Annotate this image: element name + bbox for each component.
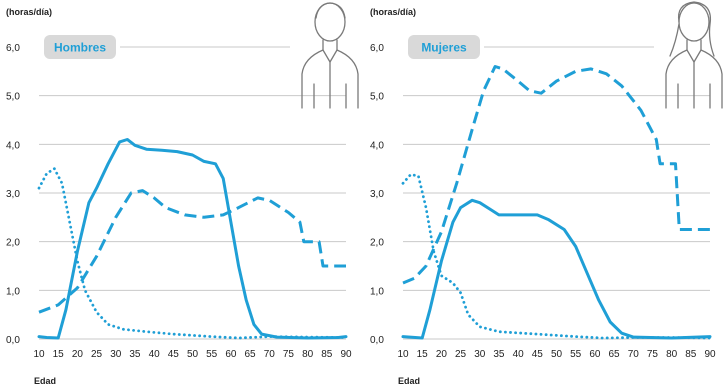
y-tick-label: 3,0	[370, 189, 384, 200]
y-tick-label: 0,0	[370, 335, 384, 346]
icon-neck	[322, 39, 338, 51]
series-line-solid	[401, 198, 712, 340]
series-line-solid	[37, 138, 348, 340]
title-badge	[408, 35, 480, 59]
x-tick-label: 25	[455, 349, 467, 360]
x-tick-label: 60	[589, 349, 601, 360]
x-tick-label: 55	[206, 349, 218, 360]
y-unit-label: (horas/día)	[6, 7, 52, 17]
y-tick-label: 5,0	[6, 92, 20, 103]
icon-neck	[686, 39, 702, 51]
x-tick-label: 80	[666, 349, 678, 360]
x-tick-label: 20	[72, 349, 84, 360]
icon-hair	[315, 2, 346, 19]
x-axis-label: Edad	[34, 376, 56, 386]
y-tick-label: 4,0	[370, 140, 384, 151]
y-tick-label: 5,0	[370, 92, 384, 103]
x-tick-label: 65	[245, 349, 257, 360]
x-tick-label: 30	[110, 349, 122, 360]
series-line-dashed	[38, 189, 346, 314]
y-tick-label: 1,0	[370, 286, 384, 297]
chart-title: Mujeres	[421, 41, 467, 55]
x-tick-label: 70	[264, 349, 276, 360]
man-icon	[301, 2, 359, 109]
x-tick-label: 75	[647, 349, 659, 360]
x-tick-label: 20	[436, 349, 448, 360]
woman-icon	[665, 1, 723, 109]
y-tick-label: 3,0	[6, 189, 20, 200]
x-tick-label: 75	[283, 349, 295, 360]
x-tick-label: 35	[493, 349, 505, 360]
chart-panel-hombres: (horas/día) 0,0 1,0 2,0 3,0 4,0 5,0 6,0 Hombres 1…	[0, 0, 363, 392]
icon-hair	[677, 1, 715, 57]
series-line-dotted	[37, 167, 348, 340]
title-badge	[44, 35, 116, 59]
x-tick-label: 50	[551, 349, 563, 360]
x-tick-label: 90	[704, 349, 716, 360]
x-tick-label: 60	[225, 349, 237, 360]
icon-detail	[677, 61, 711, 109]
x-tick-label: 15	[53, 349, 65, 360]
x-tick-label: 45	[532, 349, 544, 360]
icon-detail	[313, 61, 347, 109]
icon-hair	[669, 23, 680, 57]
icon-head	[678, 2, 710, 42]
x-tick-label: 85	[321, 349, 333, 360]
x-tick-label: 10	[33, 349, 45, 360]
series-line-dashed	[402, 65, 710, 285]
x-tick-label: 80	[302, 349, 314, 360]
y-tick-label: 6,0	[6, 43, 20, 54]
x-tick-label: 40	[513, 349, 525, 360]
y-tick-label: 2,0	[6, 238, 20, 249]
x-tick-label: 10	[397, 349, 409, 360]
y-tick-label: 2,0	[370, 238, 384, 249]
x-tick-label: 45	[168, 349, 180, 360]
x-tick-label: 40	[149, 349, 161, 360]
x-tick-label: 65	[609, 349, 621, 360]
series-line-dotted	[401, 173, 712, 340]
x-axis-label: Edad	[398, 376, 420, 386]
y-tick-label: 1,0	[6, 286, 20, 297]
x-tick-label: 30	[474, 349, 486, 360]
x-tick-label: 25	[91, 349, 103, 360]
line-chart-hombres: (horas/día) 0,0 1,0 2,0 3,0 4,0 5,0 6,0 Hombres 1…	[6, 2, 359, 386]
line-chart-mujeres: (horas/día) 0,0 1,0 2,0 3,0 4,0 5,0 6,0 Mujeres 1…	[370, 1, 723, 386]
y-unit-label: (horas/día)	[370, 7, 416, 17]
x-tick-label: 15	[417, 349, 429, 360]
x-tick-label: 85	[685, 349, 697, 360]
chart-panel-mujeres: (horas/día) 0,0 1,0 2,0 3,0 4,0 5,0 6,0 Mujeres 1…	[364, 0, 727, 392]
y-tick-label: 4,0	[6, 140, 20, 151]
x-tick-label: 50	[187, 349, 199, 360]
x-tick-label: 55	[570, 349, 582, 360]
x-tick-label: 90	[340, 349, 352, 360]
x-tick-label: 70	[628, 349, 640, 360]
chart-title: Hombres	[54, 41, 106, 55]
y-tick-label: 6,0	[370, 43, 384, 54]
y-tick-label: 0,0	[6, 335, 20, 346]
x-tick-label: 35	[129, 349, 141, 360]
